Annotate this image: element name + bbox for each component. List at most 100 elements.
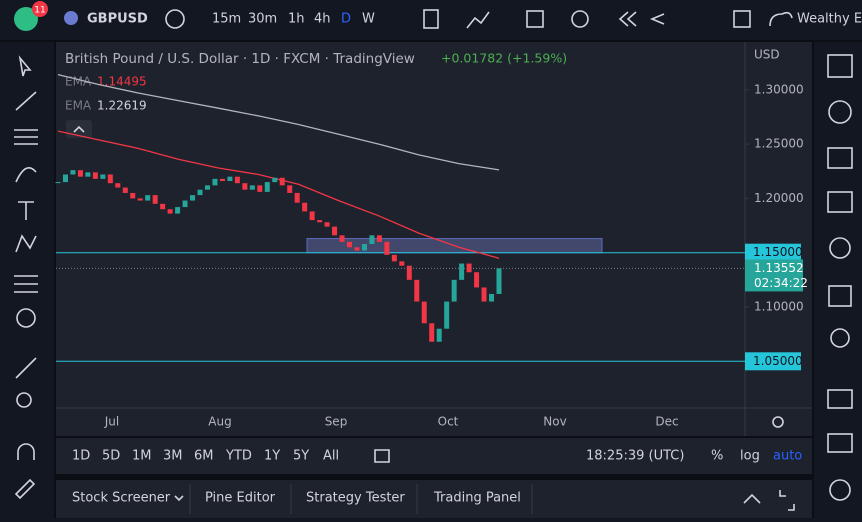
news[interactable] (827, 147, 853, 169)
range-button[interactable]: YTD (225, 449, 252, 464)
range-button[interactable]: 1Y (264, 449, 280, 464)
icon-tool[interactable] (16, 308, 36, 328)
lock-tool[interactable] (14, 478, 36, 500)
candle (309, 211, 315, 221)
alert[interactable] (571, 10, 589, 28)
cursor-tool[interactable] (18, 55, 32, 77)
tab[interactable]: Stock Screener (72, 491, 171, 506)
range-button[interactable]: 6M (194, 449, 214, 464)
fullscreen[interactable] (733, 10, 751, 28)
ideas[interactable] (830, 328, 850, 348)
chart-type[interactable] (423, 9, 439, 29)
maximize-panel[interactable] (743, 493, 761, 504)
interval[interactable]: 30m (248, 12, 277, 27)
zoom-tool[interactable] (16, 392, 32, 408)
interval[interactable]: W (362, 12, 375, 27)
help[interactable] (829, 479, 851, 501)
settings[interactable] (772, 416, 784, 428)
calendar[interactable] (828, 285, 852, 307)
scale-option[interactable]: log (740, 449, 760, 464)
candle (115, 183, 121, 188)
logo[interactable] (14, 7, 38, 31)
candle (474, 272, 480, 288)
clock: 18:25:39 (UTC) (586, 449, 684, 464)
sidebar-icons (827, 54, 853, 501)
candle (481, 287, 487, 302)
pattern-tool[interactable] (15, 234, 37, 253)
tab-bar (56, 480, 812, 518)
add-symbol[interactable] (165, 9, 185, 29)
badge-count: 11 (34, 6, 45, 16)
symbol[interactable]: GBPUSD (87, 12, 148, 27)
badge (32, 1, 48, 17)
range-button[interactable]: 5D (102, 449, 120, 464)
candle (272, 177, 278, 183)
date-range[interactable] (374, 449, 390, 463)
prediction-tool[interactable] (14, 275, 38, 293)
interval[interactable]: D (341, 12, 351, 27)
candle (459, 263, 465, 280)
x-tick-label: Dec (655, 415, 678, 429)
candle (100, 174, 106, 179)
candle (294, 192, 300, 203)
tab[interactable]: Pine Editor (205, 491, 276, 506)
tab-dropdown[interactable] (174, 495, 184, 502)
collapse-legend[interactable] (66, 120, 92, 138)
scale-option[interactable]: auto (773, 449, 802, 464)
interval[interactable]: 1h (288, 12, 305, 27)
level-label: 1.05000 (753, 354, 803, 368)
range-button[interactable]: All (323, 449, 339, 464)
range-button[interactable]: 1D (72, 449, 90, 464)
candle (279, 177, 285, 186)
interval[interactable]: 15m (212, 12, 241, 27)
alerts[interactable] (828, 100, 852, 124)
brush-tool[interactable] (15, 166, 37, 183)
chats[interactable] (827, 389, 853, 409)
tab[interactable]: Trading Panel (433, 491, 521, 506)
watchlist[interactable] (827, 54, 853, 78)
level-marker (745, 243, 801, 262)
ema-value: 1.14495 (97, 75, 147, 89)
currency[interactable]: USD (754, 48, 780, 62)
expand[interactable] (779, 490, 795, 511)
cloud (769, 11, 793, 27)
tab[interactable]: Strategy Tester (306, 491, 405, 506)
account[interactable]: Wealthy Ed (797, 12, 862, 27)
text-tool[interactable] (18, 201, 34, 220)
trend-line-tool[interactable] (15, 91, 37, 111)
candle (384, 241, 390, 255)
y-tick-label: 1.25000 (754, 137, 804, 151)
measure-tool[interactable] (15, 357, 37, 379)
candle (324, 222, 330, 227)
streams[interactable] (827, 433, 853, 453)
hotlists[interactable] (829, 237, 851, 259)
candle (62, 174, 68, 183)
interval[interactable]: 4h (314, 12, 331, 27)
candle (496, 268, 502, 294)
candle (444, 301, 450, 329)
ema-line (57, 73, 500, 171)
indicators[interactable] (466, 11, 490, 29)
y-tick-label: 1.10000 (754, 299, 804, 313)
candle (152, 195, 158, 204)
x-tick-label: Nov (543, 415, 566, 429)
candle (227, 176, 233, 182)
undo[interactable] (649, 13, 665, 25)
candle (406, 265, 412, 280)
range-button[interactable]: 1M (132, 449, 152, 464)
scale-option[interactable]: % (711, 449, 723, 464)
range-button[interactable]: 5Y (293, 449, 309, 464)
data-window[interactable] (827, 191, 853, 213)
replay[interactable] (618, 11, 637, 27)
magnet-tool[interactable] (17, 443, 35, 460)
ema-line (57, 130, 500, 259)
fib-tool[interactable] (14, 129, 38, 145)
layouts[interactable] (526, 10, 544, 28)
candle (92, 172, 98, 179)
candle (212, 178, 218, 186)
range-button[interactable]: 3M (163, 449, 183, 464)
x-tick-label: Aug (208, 415, 231, 429)
candle (414, 279, 420, 302)
candle (361, 244, 367, 251)
